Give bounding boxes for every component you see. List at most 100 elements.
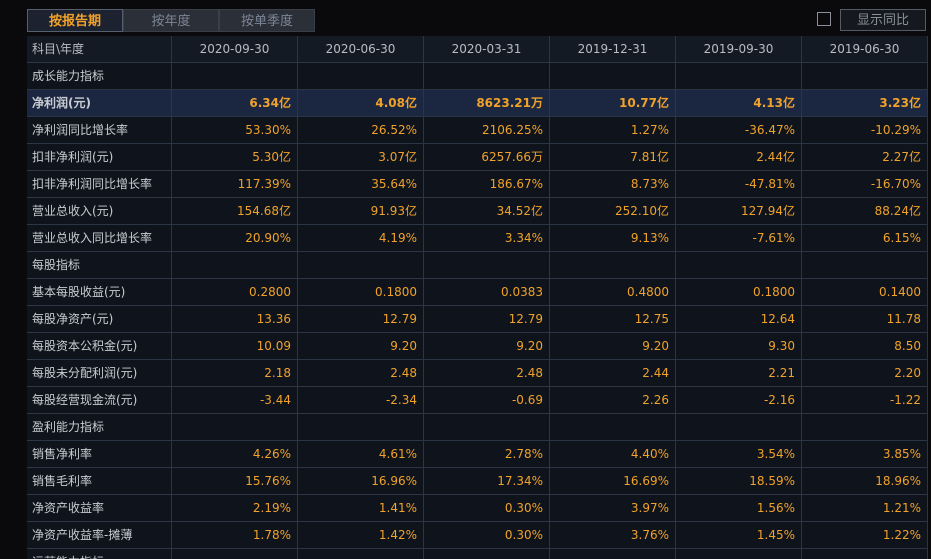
value-cell: 18.59% [676,468,802,495]
value-cell: 11.78 [802,306,928,333]
value-cell: 1.45% [676,522,802,549]
empty-cell [298,63,424,90]
value-cell: 2.48 [298,360,424,387]
row-label: 净利润(元) [27,90,172,117]
empty-cell [550,549,676,559]
value-cell: -0.69 [424,387,550,414]
section-label: 运营能力指标 [27,549,172,559]
value-cell: 0.0383 [424,279,550,306]
value-cell: -36.47% [676,117,802,144]
value-cell: 34.52亿 [424,198,550,225]
value-cell: 53.30% [172,117,298,144]
value-cell: 5.30亿 [172,144,298,171]
row-label: 每股净资产(元) [27,306,172,333]
value-cell: 1.27% [550,117,676,144]
value-cell: 4.61% [298,441,424,468]
value-cell: 0.4800 [550,279,676,306]
value-cell: 8.50 [802,333,928,360]
value-cell: 16.69% [550,468,676,495]
row-label: 净资产收益率-摊薄 [27,522,172,549]
value-cell: 12.79 [298,306,424,333]
row-label: 净资产收益率 [27,495,172,522]
value-cell: -2.34 [298,387,424,414]
value-cell: 2106.25% [424,117,550,144]
tab[interactable]: 按单季度 [219,9,315,32]
empty-cell [172,414,298,441]
tab[interactable]: 按年度 [123,9,219,32]
tab[interactable]: 按报告期 [27,9,123,32]
value-cell: -47.81% [676,171,802,198]
value-cell: 2.26 [550,387,676,414]
value-cell: 9.20 [424,333,550,360]
empty-cell [676,63,802,90]
value-cell: 9.20 [298,333,424,360]
row-label: 销售净利率 [27,441,172,468]
value-cell: 10.09 [172,333,298,360]
value-cell: -2.16 [676,387,802,414]
value-cell: 7.81亿 [550,144,676,171]
empty-cell [550,63,676,90]
value-cell: 6257.66万 [424,144,550,171]
value-cell: 1.42% [298,522,424,549]
value-cell: 2.27亿 [802,144,928,171]
value-cell: 17.34% [424,468,550,495]
value-cell: -7.61% [676,225,802,252]
value-cell: 2.44亿 [676,144,802,171]
empty-cell [550,414,676,441]
row-label: 扣非净利润(元) [27,144,172,171]
row-label: 扣非净利润同比增长率 [27,171,172,198]
value-cell: 13.36 [172,306,298,333]
value-cell: 1.56% [676,495,802,522]
checkbox[interactable] [817,12,831,26]
value-cell: 10.77亿 [550,90,676,117]
value-cell: 1.78% [172,522,298,549]
column-header: 2020-03-31 [424,36,550,63]
value-cell: 3.34% [424,225,550,252]
value-cell: 2.21 [676,360,802,387]
value-cell: 0.30% [424,495,550,522]
empty-cell [802,63,928,90]
value-cell: 12.64 [676,306,802,333]
empty-cell [802,252,928,279]
value-cell: 2.48 [424,360,550,387]
empty-cell [676,549,802,559]
value-cell: 2.44 [550,360,676,387]
value-cell: 8623.21万 [424,90,550,117]
value-cell: 0.1800 [298,279,424,306]
row-label: 营业总收入同比增长率 [27,225,172,252]
compare-button[interactable]: 显示同比 [840,9,926,31]
value-cell: 0.2800 [172,279,298,306]
column-header: 2020-06-30 [298,36,424,63]
column-header: 科目\年度 [27,36,172,63]
value-cell: 154.68亿 [172,198,298,225]
empty-cell [802,549,928,559]
column-header: 2019-06-30 [802,36,928,63]
value-cell: 9.13% [550,225,676,252]
value-cell: 186.67% [424,171,550,198]
empty-cell [424,414,550,441]
value-cell: 0.1800 [676,279,802,306]
value-cell: 12.75 [550,306,676,333]
value-cell: 2.19% [172,495,298,522]
value-cell: 16.96% [298,468,424,495]
value-cell: 26.52% [298,117,424,144]
value-cell: -3.44 [172,387,298,414]
value-cell: 127.94亿 [676,198,802,225]
empty-cell [424,63,550,90]
value-cell: 18.96% [802,468,928,495]
value-cell: 9.30 [676,333,802,360]
section-label: 每股指标 [27,252,172,279]
value-cell: 20.90% [172,225,298,252]
value-cell: 1.41% [298,495,424,522]
value-cell: 0.1400 [802,279,928,306]
value-cell: 8.73% [550,171,676,198]
row-label: 基本每股收益(元) [27,279,172,306]
row-label: 销售毛利率 [27,468,172,495]
value-cell: 91.93亿 [298,198,424,225]
value-cell: 4.26% [172,441,298,468]
value-cell: -16.70% [802,171,928,198]
value-cell: 3.07亿 [298,144,424,171]
row-label: 每股经营现金流(元) [27,387,172,414]
value-cell: 3.76% [550,522,676,549]
